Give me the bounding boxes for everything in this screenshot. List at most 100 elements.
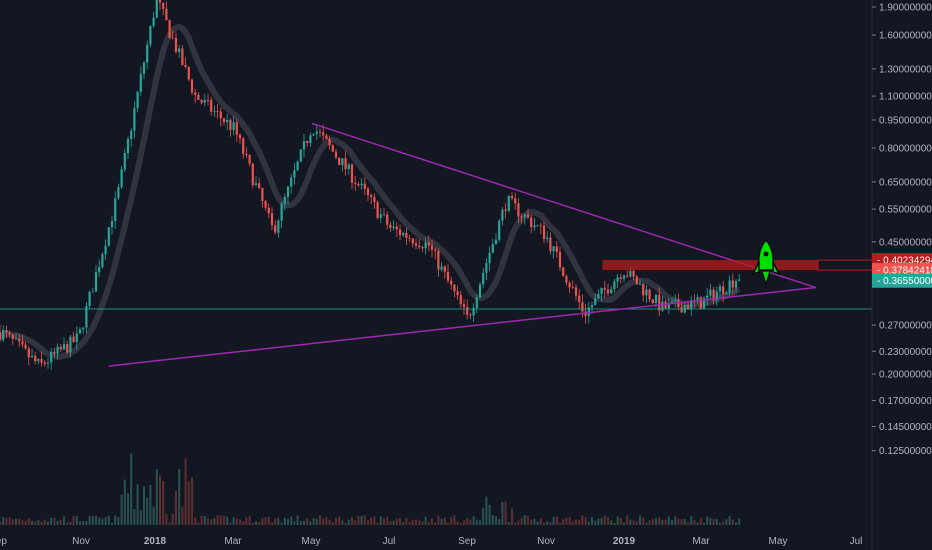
candle-body bbox=[251, 163, 254, 186]
volume-bar bbox=[242, 521, 245, 525]
volume-bar bbox=[619, 517, 622, 525]
candle-body bbox=[370, 195, 373, 198]
volume-bar bbox=[367, 520, 369, 525]
volume-bar bbox=[229, 522, 232, 525]
volume-bar bbox=[514, 522, 517, 525]
volume-bar bbox=[635, 521, 638, 525]
candle-body bbox=[206, 99, 210, 101]
volume-bar bbox=[463, 520, 465, 525]
volume-bar bbox=[472, 516, 475, 525]
volume-bar bbox=[594, 520, 597, 525]
candle-body bbox=[174, 37, 178, 52]
x-tick-label: Sep bbox=[458, 536, 476, 547]
candle-body bbox=[382, 214, 386, 216]
volume-bar bbox=[610, 520, 613, 525]
candle-body bbox=[606, 289, 610, 294]
candle-body bbox=[200, 99, 203, 103]
candle-body bbox=[120, 169, 123, 188]
volume-bar bbox=[539, 518, 542, 525]
candle-body bbox=[421, 247, 424, 249]
candle-body bbox=[18, 338, 21, 342]
candle-body bbox=[280, 203, 283, 221]
candle-body bbox=[718, 286, 722, 292]
candle-body bbox=[85, 305, 88, 328]
candle-body bbox=[424, 242, 427, 249]
candle-body bbox=[402, 232, 405, 236]
volume-bar bbox=[549, 521, 552, 525]
volume-bar bbox=[261, 518, 264, 525]
volume-bar bbox=[415, 519, 417, 525]
volume-bar bbox=[418, 520, 421, 525]
candle-body bbox=[254, 183, 258, 186]
volume-bar bbox=[155, 468, 158, 525]
volume-bar bbox=[107, 515, 110, 525]
volume-bar bbox=[706, 516, 709, 525]
volume-bar bbox=[431, 518, 433, 525]
candle-body bbox=[590, 305, 594, 308]
volume-bar bbox=[658, 517, 661, 525]
candle-body bbox=[267, 207, 270, 214]
volume-bar bbox=[450, 517, 453, 525]
candle-body bbox=[238, 134, 242, 139]
candle-body bbox=[565, 276, 568, 283]
candle-body bbox=[302, 140, 306, 150]
candle-body bbox=[712, 289, 715, 301]
volume-bar bbox=[731, 519, 734, 525]
volume-bar bbox=[184, 458, 187, 525]
volume-bar bbox=[63, 516, 65, 525]
volume-bar bbox=[53, 517, 56, 525]
x-tick-label: Jul bbox=[850, 536, 863, 547]
candle-body bbox=[213, 111, 216, 112]
volume-bar bbox=[683, 519, 686, 525]
candle-body bbox=[658, 295, 661, 311]
candle-body bbox=[571, 287, 574, 289]
volume-bar bbox=[200, 515, 203, 525]
volume-bar bbox=[411, 519, 414, 525]
volume-bar bbox=[725, 519, 728, 525]
volume-bar bbox=[191, 477, 193, 525]
volume-bar bbox=[59, 519, 62, 525]
volume-bar bbox=[738, 518, 741, 525]
candle-body bbox=[670, 301, 674, 303]
candle-layer bbox=[0, 0, 741, 370]
candle-body bbox=[235, 122, 238, 135]
candle-body bbox=[478, 284, 482, 298]
candle-body bbox=[350, 164, 354, 183]
volume-bar bbox=[408, 521, 411, 525]
y-axis: 1.90000000 1.60000000 1.30000000 1.10000000… bbox=[871, 0, 932, 550]
volume-bar bbox=[715, 518, 718, 525]
x-tick-label: 2018 bbox=[144, 536, 167, 547]
candle-body bbox=[104, 245, 107, 255]
candle-body bbox=[171, 37, 174, 39]
x-tick-label: Mar bbox=[224, 536, 242, 547]
volume-bar bbox=[223, 515, 225, 525]
volume-bar bbox=[98, 517, 101, 525]
candle-body bbox=[568, 282, 571, 288]
volume-bar bbox=[648, 520, 651, 525]
candle-body bbox=[245, 153, 248, 155]
candle-body bbox=[366, 188, 370, 196]
volume-bar bbox=[504, 501, 507, 525]
candle-body bbox=[11, 334, 14, 340]
candle-body bbox=[322, 132, 325, 136]
candle-body bbox=[363, 183, 366, 189]
volume-bar bbox=[114, 515, 117, 525]
volume-bar bbox=[120, 494, 123, 525]
volume-bar bbox=[85, 521, 88, 525]
volume-bar bbox=[8, 517, 11, 525]
candle-body bbox=[126, 139, 130, 154]
candle-body bbox=[632, 270, 635, 277]
ma-layer bbox=[0, 23, 741, 360]
candle-body bbox=[418, 245, 421, 248]
volume-bar bbox=[91, 515, 94, 525]
candle-body bbox=[328, 138, 331, 146]
candle-body bbox=[715, 291, 718, 301]
candle-body bbox=[379, 214, 382, 218]
volume-bar bbox=[88, 515, 91, 525]
candle-body bbox=[594, 298, 597, 306]
volume-bar bbox=[386, 516, 389, 525]
candle-body bbox=[437, 250, 440, 270]
volume-bar bbox=[677, 518, 680, 525]
candle-body bbox=[706, 295, 709, 299]
